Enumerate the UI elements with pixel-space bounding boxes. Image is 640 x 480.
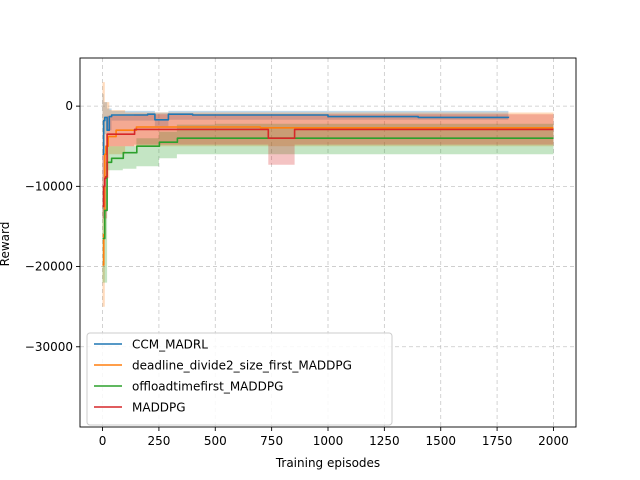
legend: CCM_MADRL deadline_divide2_size_first_MAD… [86,332,393,426]
legend-label: deadline_divide2_size_first_MADDPG [132,359,352,373]
series-line [102,128,554,208]
legend-box [86,332,393,426]
series-line [102,113,510,156]
x-tick-label: 2000 [538,434,569,448]
x-tick-label: 250 [147,434,170,448]
x-tick-label: 1500 [425,434,456,448]
x-tick-label: 1250 [369,434,400,448]
x-tick-label: 0 [99,434,107,448]
y-axis-label: Reward [0,222,12,267]
y-tick-label: −10000 [25,179,73,193]
legend-label: MADDPG [132,401,186,415]
confidence-band [102,113,554,219]
plot-area: 0 250 500 750 1000 1250 1500 1750 2000 −30000 −200… [25,57,577,448]
x-tick-label: 1750 [482,434,513,448]
y-tick-label: 0 [65,99,73,113]
y-tick-label: −30000 [25,340,73,354]
x-tick-label: 500 [204,434,227,448]
legend-label: CCM_MADRL [132,338,208,352]
x-tick-label: 1000 [313,434,344,448]
series-group [102,82,554,307]
confidence-band [102,123,554,283]
x-tick-label: 750 [260,434,283,448]
y-tick-label: −20000 [25,260,73,274]
confidence-band [102,94,509,219]
x-axis-label: Training episodes [275,456,380,470]
legend-label: offloadtimefirst_MADDPG [132,380,283,394]
